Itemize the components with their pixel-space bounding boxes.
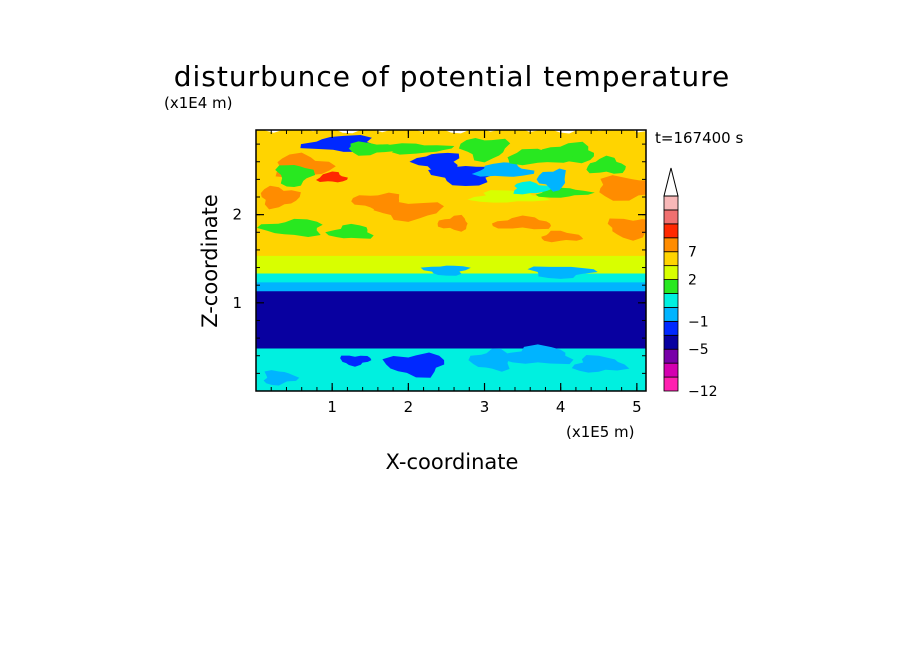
contour-feature xyxy=(492,215,551,230)
contour-feature xyxy=(382,352,445,378)
contour-feature xyxy=(263,370,300,386)
colorbar-swatch xyxy=(663,265,679,280)
colorbar-swatch xyxy=(663,237,679,253)
colorbar-label: −5 xyxy=(688,342,709,358)
colorbar-label: −1 xyxy=(688,314,709,330)
y-axis: 12 xyxy=(232,143,646,374)
colorbar-label: −12 xyxy=(688,384,718,400)
contour-feature xyxy=(351,192,400,212)
contour-feature xyxy=(497,344,574,365)
contour-feature xyxy=(340,355,372,367)
contour-feature xyxy=(467,190,551,203)
contour-feature xyxy=(260,185,301,210)
colorbar-swatch xyxy=(663,293,679,308)
contour-feature xyxy=(536,168,566,192)
plot-frame xyxy=(255,129,647,392)
contour-feature xyxy=(471,162,535,177)
x-tick-label: 5 xyxy=(632,398,642,416)
contour-feature xyxy=(507,148,574,166)
contour-features xyxy=(256,135,646,386)
x-axis: 1 2 3 4 5 xyxy=(270,130,642,416)
contour-feature xyxy=(599,175,646,201)
contour-feature xyxy=(607,218,646,241)
x-axis-label: X-coordinate xyxy=(386,450,519,474)
contour-feature xyxy=(527,266,598,279)
chart-title: disturbunce of potential temperature xyxy=(174,60,731,93)
contour-feature xyxy=(437,214,468,232)
contour-feature xyxy=(316,171,348,183)
colorbar-swatch xyxy=(663,209,679,225)
contour-feature xyxy=(541,230,584,243)
contour-feature xyxy=(458,138,511,163)
x-unit-label: (x1E5 m) xyxy=(566,423,635,441)
y-unit-label: (x1E4 m) xyxy=(164,94,233,112)
contour-feature xyxy=(535,187,595,198)
plot-area xyxy=(256,130,646,391)
y-tick-label: 1 xyxy=(232,294,242,312)
colorbar-swatch xyxy=(663,195,679,211)
colorbar-swatch xyxy=(663,279,679,294)
colorbar-swatch xyxy=(663,320,679,336)
colorbar-swatch xyxy=(663,251,679,267)
contour-band xyxy=(256,281,646,349)
contour-feature xyxy=(571,355,630,373)
x-tick-label: 1 xyxy=(327,398,337,416)
x-tick-label: 4 xyxy=(556,398,566,416)
contour-feature xyxy=(383,143,455,155)
colorbar-swatch xyxy=(663,348,679,364)
contour-feature xyxy=(409,152,460,172)
colorbar-extend xyxy=(663,167,679,197)
colorbar-swatch xyxy=(663,334,679,350)
contour-feature xyxy=(513,181,554,195)
contour-feature xyxy=(468,348,511,372)
colorbar-label: 7 xyxy=(688,245,697,261)
colorbar-label: 2 xyxy=(688,273,697,289)
contour-feature xyxy=(275,165,316,187)
colorbar-swatch xyxy=(663,223,679,239)
time-label: t=167400 s xyxy=(655,129,743,147)
contour-feature xyxy=(420,265,471,276)
colorbar-swatch xyxy=(663,376,679,392)
colorbar: −12−5−127 xyxy=(663,167,718,400)
contour-feature xyxy=(256,218,323,237)
contour-feature xyxy=(586,155,626,174)
contour-feature xyxy=(348,141,397,156)
y-axis-label: Z-coordinate xyxy=(198,194,222,328)
x-tick-label: 3 xyxy=(480,398,490,416)
y-tick-label: 2 xyxy=(232,206,242,224)
colorbar-swatch xyxy=(663,362,679,378)
contour-feature xyxy=(325,223,374,239)
x-tick-label: 2 xyxy=(404,398,414,416)
colorbar-swatch xyxy=(663,307,679,322)
